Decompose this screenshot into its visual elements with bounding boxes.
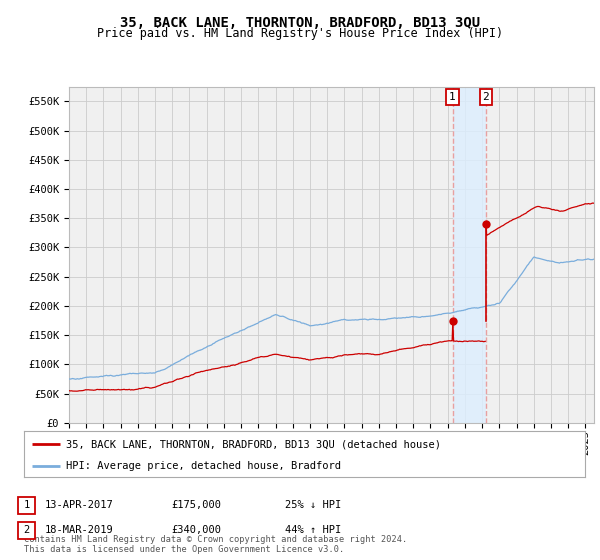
Text: 35, BACK LANE, THORNTON, BRADFORD, BD13 3QU: 35, BACK LANE, THORNTON, BRADFORD, BD13 … [120, 16, 480, 30]
Text: 44% ↑ HPI: 44% ↑ HPI [285, 525, 341, 535]
Text: 18-MAR-2019: 18-MAR-2019 [45, 525, 114, 535]
Text: 2: 2 [482, 92, 489, 102]
Text: HPI: Average price, detached house, Bradford: HPI: Average price, detached house, Brad… [66, 461, 341, 470]
Text: 1: 1 [449, 92, 456, 102]
Text: £175,000: £175,000 [171, 500, 221, 510]
Bar [452, 87, 486, 423]
Text: 1: 1 [23, 500, 29, 510]
Text: 2: 2 [23, 525, 29, 535]
Text: Contains HM Land Registry data © Crown copyright and database right 2024.
This d: Contains HM Land Registry data © Crown c… [24, 535, 407, 554]
Text: 25% ↓ HPI: 25% ↓ HPI [285, 500, 341, 510]
Text: £340,000: £340,000 [171, 525, 221, 535]
Text: 35, BACK LANE, THORNTON, BRADFORD, BD13 3QU (detached house): 35, BACK LANE, THORNTON, BRADFORD, BD13 … [66, 439, 441, 449]
Text: 13-APR-2017: 13-APR-2017 [45, 500, 114, 510]
Text: Price paid vs. HM Land Registry's House Price Index (HPI): Price paid vs. HM Land Registry's House … [97, 27, 503, 40]
